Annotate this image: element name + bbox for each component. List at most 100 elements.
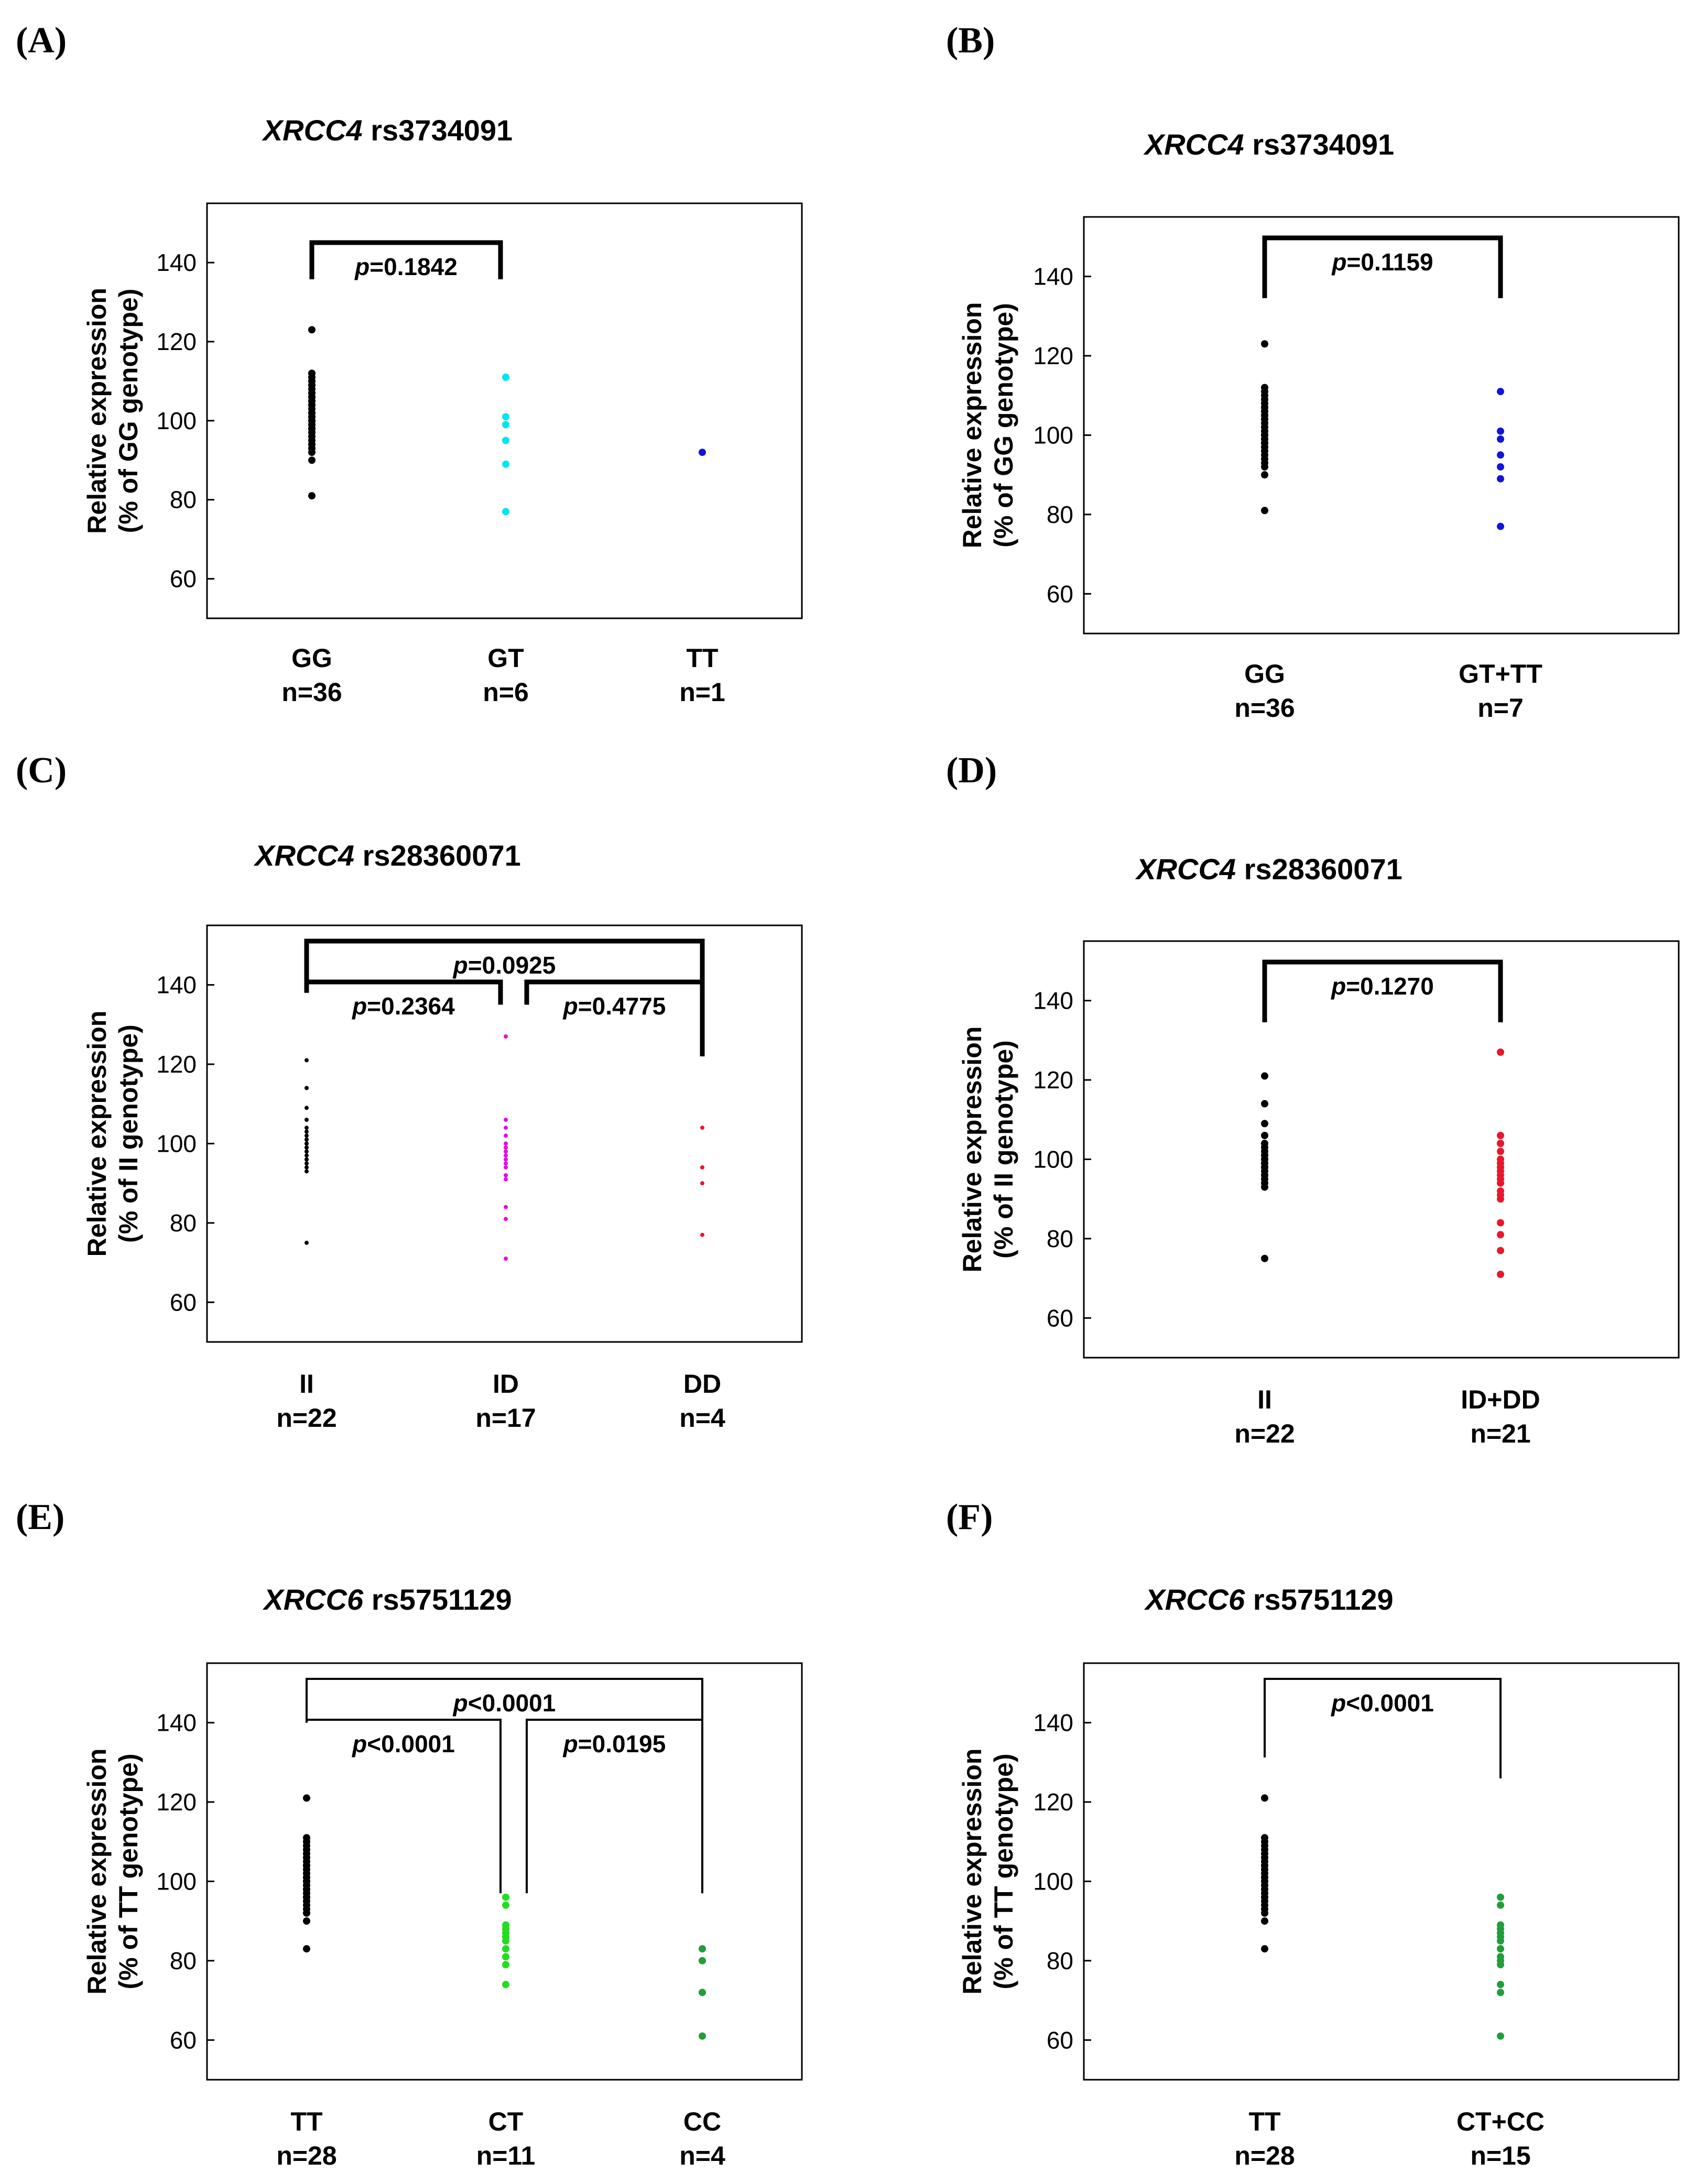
data-point [504,1157,508,1162]
y-tick-label: 60 [170,565,197,593]
y-tick-label: 60 [1047,580,1073,607]
p-value-label: p=0.0925 [452,952,556,979]
y-tick-label: 140 [156,1709,197,1737]
y-tick-label: 60 [1047,2026,1073,2054]
data-point [699,2032,706,2040]
y-tick-label: 120 [156,1788,197,1816]
significance-bracket [304,979,503,1005]
data-point [1497,2032,1504,2040]
category-label: DD [683,1369,721,1399]
y-tick-label: 100 [1033,1145,1073,1173]
p-value-label: p=0.4775 [562,992,666,1020]
y-axis-title: Relative expression(% of II genotype) [82,1011,143,1257]
data-point [502,1893,509,1901]
y-tick-label: 120 [156,328,197,355]
data-point [1497,1247,1504,1254]
data-point [502,1961,509,1969]
p-value: =0.0195 [578,1730,666,1757]
data-point [504,1177,508,1182]
p-value-label: p=0.2364 [351,992,455,1020]
data-point [699,449,706,456]
data-point [305,1118,309,1122]
category-label: ID+DD [1461,1385,1540,1414]
y-tick-label: 80 [1047,501,1073,528]
data-point [303,1794,310,1802]
category-n-label: n=6 [483,678,529,707]
y-tick-label: 80 [170,1947,197,1974]
data-point [502,1953,509,1961]
category-label: TT [290,2107,322,2136]
panel-3: (D) XRCC4 rs28360071 60 80 100 120 140 Relative… [946,750,1680,1448]
data-point [308,369,316,377]
data-point [700,1232,704,1237]
data-point [504,1257,508,1261]
data-point [305,1106,309,1110]
significance-bracket [1262,959,1503,1022]
y-tick-label: 80 [1047,1225,1073,1252]
data-point [308,456,316,464]
data-point [305,1086,309,1090]
data-point [1261,1120,1268,1128]
data-point [1497,1901,1504,1909]
data-point [699,1945,706,1953]
category-label: CT+CC [1456,2107,1545,2136]
y-tick-label: 60 [170,2026,197,2054]
y-axis-title-line1: Relative expression [82,1011,112,1257]
data-point [502,508,509,516]
data-point [303,1945,310,1953]
y-tick-label: 100 [156,407,197,434]
significance-bracket [304,938,705,1056]
data-point [1261,507,1268,515]
data-point [699,1989,706,1996]
p-value: =0.0925 [468,952,556,979]
data-point [1497,1148,1504,1155]
data-point [1497,522,1504,530]
p-symbol: p [562,992,578,1020]
data-point [305,1137,309,1142]
data-point [1497,1981,1504,1989]
y-axis-title-line1: Relative expression [82,288,112,534]
data-point [502,436,509,444]
panel-5: (F) XRCC6 rs5751129 60 80 100 120 140 Relative … [946,1497,1680,2170]
y-axis-title-line2: (% of GG genotype) [114,289,143,533]
y-tick-label: 140 [1033,987,1073,1014]
chart-title: XRCC4 rs28360071 [253,839,520,872]
data-point [502,421,509,429]
y-tick-label: 120 [156,1051,197,1078]
y-tick-label: 120 [1033,342,1073,369]
significance-bracket [306,1678,703,1894]
category-n-label: n=28 [276,2141,336,2170]
title-snp: rs5751129 [1245,1583,1393,1616]
data-point [1497,1945,1504,1953]
data-point [1261,340,1268,348]
panel-label: (B) [946,20,995,61]
data-point [1261,384,1268,391]
data-point [502,1981,509,1989]
y-tick-label: 80 [1047,1947,1073,1974]
title-snp: rs3734091 [363,114,513,147]
category-n-label: n=4 [679,1403,725,1433]
data-point [1261,1917,1268,1925]
data-point [700,1165,704,1170]
y-axis-title: Relative expression(% of TT genotype) [958,1749,1018,1995]
data-point [1497,1140,1504,1148]
data-point [504,1126,508,1130]
data-point [1497,1893,1504,1901]
title-snp: rs28360071 [354,839,521,872]
category-n-label: n=7 [1477,693,1524,723]
p-value-label: p<0.0001 [1330,1689,1434,1717]
data-point [1497,1271,1504,1278]
category-n-label: n=22 [1234,1419,1295,1448]
data-point [1497,1132,1504,1139]
p-symbol: p [1330,973,1346,1000]
data-point [1497,1155,1504,1163]
data-point [1497,1187,1504,1195]
y-axis-title: Relative expression(% of GG genotype) [82,288,143,534]
data-point [305,1153,309,1158]
data-point [1497,1953,1504,1961]
y-axis-title-line2: (% of II genotype) [114,1024,143,1243]
data-point [305,1161,309,1166]
title-snp: rs28360071 [1236,853,1402,886]
chart-title: XRCC6 rs5751129 [262,1583,512,1616]
